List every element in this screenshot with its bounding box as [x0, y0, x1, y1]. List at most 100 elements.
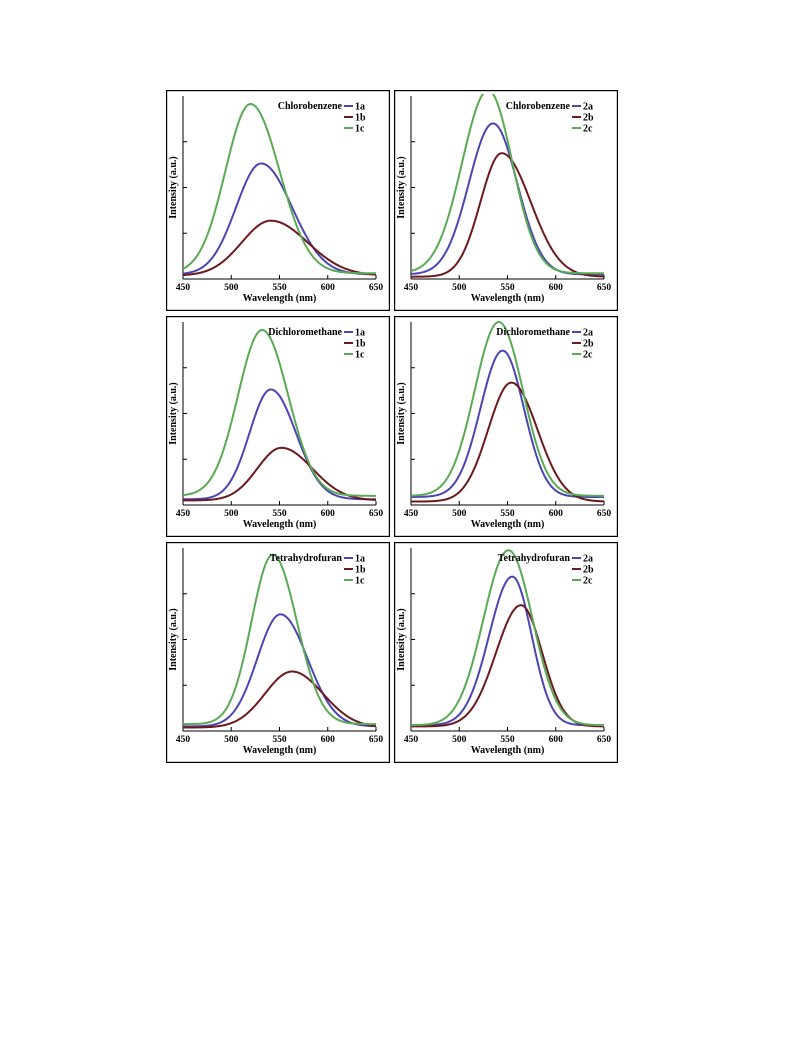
chart-panel-2: 450 500 550 600 650 Wavelength (nm) Intensity …: [394, 90, 619, 312]
x-tick-label: 550: [500, 283, 515, 293]
series-line-2b: [411, 381, 604, 503]
x-tick-label: 600: [321, 735, 336, 745]
legend-label: 1b: [355, 339, 366, 350]
x-tick-label: 500: [452, 283, 467, 293]
legend-label: 1a: [355, 102, 365, 113]
series-line-1b: [183, 446, 376, 502]
y-axis-label: Intensity (a.u.): [168, 382, 179, 445]
series-line-1b: [183, 670, 376, 729]
legend-label: 2a: [583, 328, 593, 339]
legend-label: 2c: [583, 124, 593, 135]
x-tick-label: 450: [404, 509, 419, 519]
x-tick-label: 650: [597, 283, 612, 293]
legend-label: 1b: [355, 113, 366, 124]
solvent-label: Chlorobenzene: [278, 101, 343, 112]
legend-label: 2b: [583, 113, 594, 124]
legend-label: 1c: [355, 350, 365, 361]
legend-label: 1b: [355, 565, 366, 576]
x-tick-label: 650: [369, 283, 384, 293]
x-axis-label: Wavelength (nm): [243, 519, 317, 530]
solvent-label: Dichloromethane: [268, 327, 342, 338]
x-tick-label: 450: [176, 735, 191, 745]
series-line-2b: [411, 152, 604, 278]
legend-label: 2b: [583, 565, 594, 576]
x-tick-label: 550: [500, 509, 515, 519]
x-tick-label: 450: [176, 283, 191, 293]
chart-svg: 450 500 550 600 650 Wavelength (nm) Intensity …: [394, 316, 619, 538]
series-line-2c: [411, 321, 604, 497]
y-axis-label: Intensity (a.u.): [396, 156, 407, 219]
panel-frame: [166, 90, 391, 312]
chart-panel-3: 450 500 550 600 650 Wavelength (nm) Intensity …: [166, 316, 391, 538]
series-line-2c: [411, 549, 604, 727]
chart-svg: 450 500 550 600 650 Wavelength (nm) Intensity …: [166, 542, 391, 764]
series-line-2c: [411, 94, 604, 275]
chart-panel-5: 450 500 550 600 650 Wavelength (nm) Intensity …: [166, 542, 391, 764]
x-axis-label: Wavelength (nm): [243, 293, 317, 304]
chart-panel-4: 450 500 550 600 650 Wavelength (nm) Intensity …: [394, 316, 619, 538]
x-tick-label: 500: [452, 509, 467, 519]
chart-svg: 450 500 550 600 650 Wavelength (nm) Intensity …: [394, 542, 619, 764]
x-tick-label: 500: [452, 735, 467, 745]
series-line-2a: [411, 575, 604, 727]
x-tick-label: 450: [404, 283, 419, 293]
legend-label: 1a: [355, 328, 365, 339]
series-line-2b: [411, 604, 604, 728]
x-tick-label: 600: [549, 735, 564, 745]
x-tick-label: 600: [321, 509, 336, 519]
x-tick-label: 650: [597, 509, 612, 519]
solvent-label: Tetrahydrofuran: [270, 553, 343, 564]
y-axis-label: Intensity (a.u.): [396, 382, 407, 445]
panel-frame: [394, 542, 619, 764]
panel-frame: [166, 316, 391, 538]
series-line-1c: [183, 103, 376, 275]
legend-label: 2b: [583, 339, 594, 350]
series-line-1a: [183, 388, 376, 501]
legend-label: 1a: [355, 554, 365, 565]
x-axis-label: Wavelength (nm): [471, 745, 545, 756]
chart-svg: 450 500 550 600 650 Wavelength (nm) Intensity …: [166, 90, 391, 312]
solvent-label: Dichloromethane: [496, 327, 570, 338]
legend-label: 2a: [583, 554, 593, 565]
legend-label: 1c: [355, 124, 365, 135]
legend-label: 2a: [583, 102, 593, 113]
chart-svg: 450 500 550 600 650 Wavelength (nm) Intensity …: [394, 90, 619, 312]
series-line-1a: [183, 613, 376, 728]
x-tick-label: 650: [369, 509, 384, 519]
x-tick-label: 600: [549, 509, 564, 519]
panel-frame: [166, 542, 391, 764]
x-tick-label: 650: [597, 735, 612, 745]
x-axis-label: Wavelength (nm): [471, 293, 545, 304]
x-tick-label: 450: [404, 735, 419, 745]
chart-svg: 450 500 550 600 650 Wavelength (nm) Intensity …: [166, 316, 391, 538]
series-line-1b: [183, 219, 376, 277]
x-tick-label: 600: [549, 283, 564, 293]
x-tick-label: 550: [500, 735, 515, 745]
x-tick-label: 550: [272, 735, 287, 745]
x-tick-label: 500: [224, 283, 239, 293]
legend-label: 1c: [355, 576, 365, 587]
chart-panel-1: 450 500 550 600 650 Wavelength (nm) Intensity …: [166, 90, 391, 312]
series-line-1c: [183, 329, 376, 497]
x-tick-label: 450: [176, 509, 191, 519]
y-axis-label: Intensity (a.u.): [396, 608, 407, 671]
series-line-2a: [411, 349, 604, 498]
x-tick-label: 500: [224, 735, 239, 745]
x-axis-label: Wavelength (nm): [243, 745, 317, 756]
x-tick-label: 600: [321, 283, 336, 293]
y-axis-label: Intensity (a.u.): [168, 156, 179, 219]
solvent-label: Chlorobenzene: [506, 101, 571, 112]
series-line-1c: [183, 553, 376, 726]
x-tick-label: 550: [272, 509, 287, 519]
y-axis-label: Intensity (a.u.): [168, 608, 179, 671]
legend-label: 2c: [583, 350, 593, 361]
x-axis-label: Wavelength (nm): [471, 519, 545, 530]
legend-label: 2c: [583, 576, 593, 587]
x-tick-label: 650: [369, 735, 384, 745]
panel-frame: [394, 90, 619, 312]
series-line-2a: [411, 122, 604, 276]
solvent-label: Tetrahydrofuran: [498, 553, 571, 564]
x-tick-label: 500: [224, 509, 239, 519]
x-tick-label: 550: [272, 283, 287, 293]
panel-frame: [394, 316, 619, 538]
